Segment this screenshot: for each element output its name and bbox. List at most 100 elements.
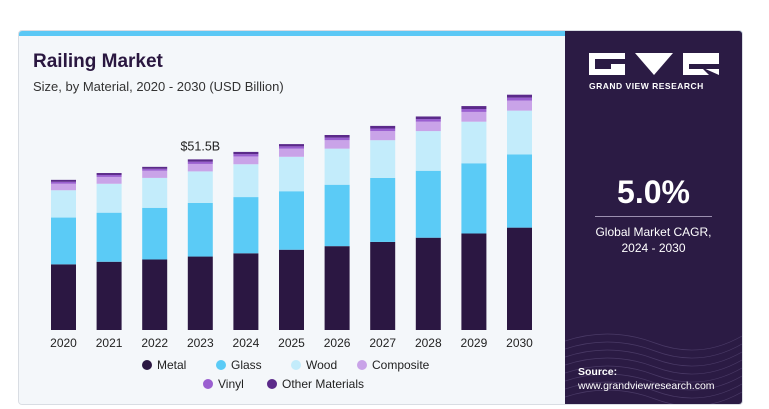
accent-bar [19,31,742,36]
bar-2023-metal [187,256,213,330]
source-note: Source: www.grandviewresearch.com [578,365,715,393]
bar-2021-composite [96,176,122,184]
legend-label-other-materials: Other Materials [282,377,364,391]
legend-swatch-vinyl [203,379,213,389]
cagr-label: Global Market CAGR, 2024 - 2030 [565,224,742,256]
bar-2026-wood [324,148,350,185]
bar-2023-other-materials [187,159,213,162]
bar-2029-vinyl [461,109,487,112]
x-tick-label-2020: 2020 [50,336,77,350]
bar-2025-other-materials [279,144,304,147]
x-tick-label-2030: 2030 [506,336,533,350]
x-tick-label-2024: 2024 [233,336,260,350]
bar-2024-composite [233,156,259,165]
bar-2030-wood [507,110,532,155]
bar-2025-wood [279,156,304,192]
bar-2027-vinyl [370,128,396,132]
bar-2020-vinyl [51,181,76,184]
legend-label-glass: Glass [231,358,262,372]
bar-2022-other-materials [142,166,168,169]
bar-2030-other-materials [507,94,532,98]
source-label: Source: [578,366,618,378]
bar-2028-vinyl [415,119,441,122]
bar-2025-vinyl [279,146,304,149]
cagr-value: 5.0% [617,174,690,210]
data-label-2023: $51.5B [180,139,220,153]
legend-swatch-metal [142,360,152,370]
cagr-divider [595,216,712,217]
bar-2022-metal [142,259,168,330]
chart-panel: Railing Market Size, by Material, 2020 -… [19,36,565,404]
bar-2021-vinyl [96,174,122,177]
bar-2027-other-materials [370,125,396,129]
bar-2026-other-materials [324,135,350,138]
bar-2023-vinyl [187,161,213,164]
source-link[interactable]: www.grandviewresearch.com [578,380,715,392]
legend-swatch-wood [291,360,301,370]
bar-2023-composite [187,163,213,172]
bar-2021-other-materials [96,173,122,175]
bar-2028-wood [415,131,441,171]
bar-2024-vinyl [233,154,259,157]
bar-2020-metal [51,264,76,330]
legend-swatch-other-materials [267,379,277,389]
bar-2029-wood [461,121,487,164]
bar-2030-metal [507,227,532,330]
legend-label-composite: Composite [372,358,430,372]
bar-2024-other-materials [233,151,259,155]
x-tick-label-2027: 2027 [369,336,396,350]
x-tick-label-2022: 2022 [141,336,168,350]
bar-2029-metal [461,233,487,330]
bar-2030-vinyl [507,97,532,101]
bar-2022-glass [142,207,168,260]
bar-2024-metal [233,253,259,330]
bar-2026-metal [324,246,350,330]
bar-2027-wood [370,140,396,178]
legend-label-wood: Wood [306,358,337,372]
bar-2027-glass [370,177,396,242]
legend-label-metal: Metal [157,358,186,372]
bar-2025-composite [279,148,304,157]
bar-2030-glass [507,154,532,228]
bar-2028-glass [415,170,441,238]
cagr-label-line2: 2024 - 2030 [621,241,686,255]
bar-2022-vinyl [142,168,168,171]
bar-2021-metal [96,261,122,330]
bar-2021-glass [96,212,122,262]
brand-logo-icon [589,53,719,75]
bar-2028-metal [415,237,441,330]
bar-2029-other-materials [461,106,487,109]
bar-2026-composite [324,140,350,149]
bar-2026-vinyl [324,137,350,141]
chart-title: Railing Market [33,51,163,72]
bar-2028-other-materials [415,116,441,120]
chart-subtitle: Size, by Material, 2020 - 2030 (USD Bill… [33,79,284,94]
bar-2020-glass [51,217,76,265]
bar-2030-composite [507,100,532,111]
bar-2027-metal [370,241,396,330]
brand-name: GRAND VIEW RESEARCH [589,81,704,91]
chart-card: Railing Market Size, by Material, 2020 -… [18,30,743,405]
bar-2027-composite [370,131,396,141]
bar-2020-composite [51,183,76,191]
bar-2029-glass [461,163,487,234]
bar-2020-other-materials [51,179,76,182]
x-tick-label-2021: 2021 [96,336,123,350]
bar-2020-wood [51,190,76,218]
bar-2029-composite [461,111,487,122]
legend-label-vinyl: Vinyl [218,377,244,391]
x-tick-label-2023: 2023 [187,336,214,350]
x-tick-label-2026: 2026 [324,336,351,350]
sidebar-panel: GRAND VIEW RESEARCH 5.0% Global Market C… [565,31,742,404]
wave-decoration [565,333,742,404]
bar-2024-glass [233,197,259,254]
legend-swatch-glass [216,360,226,370]
bar-2028-composite [415,121,441,132]
bar-2025-metal [279,249,304,330]
bar-2024-wood [233,164,259,198]
x-tick-label-2025: 2025 [278,336,305,350]
legend-swatch-composite [357,360,367,370]
bar-2022-composite [142,170,168,178]
bar-2023-wood [187,171,213,203]
bar-2026-glass [324,184,350,247]
